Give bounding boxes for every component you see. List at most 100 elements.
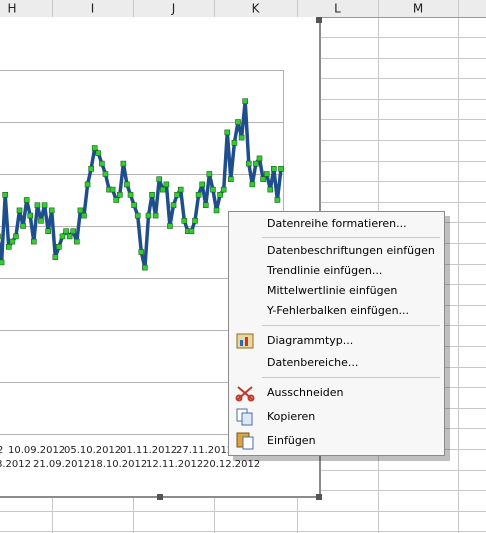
- data-point: [109, 186, 116, 193]
- x-tick-label: 8.2012: [0, 459, 31, 470]
- data-point: [174, 192, 180, 198]
- data-point: [9, 238, 16, 245]
- data-point: [38, 218, 44, 224]
- handle[interactable]: [316, 494, 322, 500]
- data-point: [66, 233, 73, 240]
- column-header[interactable]: L: [334, 2, 341, 16]
- data-point: [138, 249, 145, 255]
- data-point: [220, 186, 227, 193]
- series-line: [0, 99, 283, 270]
- data-point: [113, 197, 120, 203]
- column-header[interactable]: K: [252, 2, 261, 16]
- data-point: [145, 212, 152, 219]
- data-point: [213, 207, 220, 214]
- data-point: [120, 160, 127, 167]
- data-point: [102, 171, 109, 177]
- data-point: [91, 145, 98, 151]
- data-point: [45, 228, 51, 234]
- data-point: [134, 212, 141, 219]
- data-point: [267, 186, 274, 193]
- data-point: [188, 228, 195, 234]
- x-tick-label: 01.11.2012: [120, 445, 177, 456]
- data-point: [16, 207, 23, 214]
- data-point: [142, 264, 148, 271]
- data-point: [124, 181, 130, 188]
- data-point: [59, 233, 66, 240]
- menu-item[interactable]: Datenreihe formatieren...: [267, 217, 407, 230]
- data-point: [271, 166, 277, 172]
- data-point: [31, 238, 37, 245]
- data-point: [156, 176, 163, 182]
- column-headers: H I J K L M: [7, 2, 423, 16]
- data-point: [13, 233, 19, 240]
- data-point: [192, 218, 198, 224]
- column-header[interactable]: M: [413, 2, 423, 16]
- data-point: [56, 244, 62, 250]
- data-point: [217, 192, 223, 198]
- data-point: [63, 228, 69, 234]
- handle[interactable]: [316, 17, 322, 23]
- paste-icon: [236, 432, 254, 450]
- menu-item[interactable]: Datenbereiche...: [267, 356, 358, 369]
- data-point: [167, 223, 173, 229]
- context-menu: Datenreihe formatieren... Datenbeschriftu…: [228, 211, 450, 461]
- data-point: [5, 244, 12, 250]
- data-point: [116, 192, 123, 198]
- column-header[interactable]: H: [7, 2, 16, 16]
- column-header[interactable]: I: [91, 2, 95, 16]
- data-point: [210, 186, 216, 193]
- data-point: [34, 202, 41, 208]
- plot-area: 2 10.09.201205.10.201201.11.201227.11.201…: [0, 70, 284, 470]
- data-point: [20, 223, 26, 229]
- handle[interactable]: [157, 494, 163, 500]
- column-header[interactable]: J: [171, 2, 176, 16]
- data-point: [278, 166, 284, 172]
- data-point: [249, 181, 256, 188]
- x-tick-label: 12.11.2012: [146, 459, 203, 470]
- data-point: [206, 171, 213, 177]
- data-point: [245, 160, 252, 167]
- data-point: [131, 202, 137, 208]
- menu-item[interactable]: Y-Fehlerbalken einfügen...: [266, 304, 409, 317]
- data-point: [23, 197, 30, 203]
- data-point: [177, 186, 184, 193]
- data-point: [235, 119, 241, 125]
- data-point: [163, 181, 170, 188]
- menu-item[interactable]: Mittelwertlinie einfügen: [267, 284, 397, 297]
- data-point: [195, 192, 202, 198]
- data-point: [99, 160, 105, 167]
- data-point: [202, 202, 209, 208]
- data-point: [224, 129, 231, 136]
- menu-item[interactable]: Diagrammtyp...: [267, 334, 353, 347]
- x-tick-label: 2: [0, 445, 3, 456]
- menu-item[interactable]: Kopieren: [267, 410, 315, 423]
- data-point: [152, 212, 159, 219]
- data-point: [77, 207, 84, 214]
- data-point: [256, 155, 263, 162]
- x-tick-label: 20.12.2012: [203, 459, 260, 470]
- column-header-bar: [0, 0, 486, 17]
- data-point: [2, 192, 8, 198]
- data-point: [274, 197, 281, 203]
- data-point: [238, 134, 245, 141]
- data-point: [170, 202, 177, 208]
- data-point: [74, 238, 80, 245]
- data-point: [81, 212, 87, 219]
- x-tick-label: 05.10.2012: [64, 445, 121, 456]
- data-point: [181, 218, 188, 224]
- data-point: [149, 192, 155, 198]
- data-point: [260, 176, 266, 182]
- menu-item[interactable]: Einfügen: [267, 434, 316, 447]
- data-point: [127, 192, 134, 198]
- data-point: [228, 176, 234, 182]
- menu-item[interactable]: Ausschneiden: [267, 386, 344, 399]
- data-point: [48, 207, 55, 214]
- menu-item[interactable]: Datenbeschriftungen einfügen: [267, 244, 435, 257]
- data-point: [27, 212, 34, 219]
- data-point: [95, 150, 102, 156]
- data-point: [41, 202, 48, 208]
- chart-type-icon: [236, 333, 254, 349]
- x-tick-label: 10.09.2012: [8, 445, 65, 456]
- menu-item[interactable]: Trendlinie einfügen...: [266, 264, 382, 277]
